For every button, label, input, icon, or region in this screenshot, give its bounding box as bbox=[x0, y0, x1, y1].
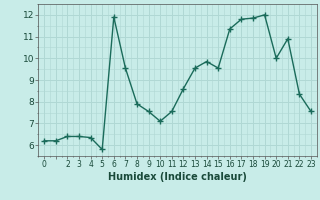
X-axis label: Humidex (Indice chaleur): Humidex (Indice chaleur) bbox=[108, 172, 247, 182]
